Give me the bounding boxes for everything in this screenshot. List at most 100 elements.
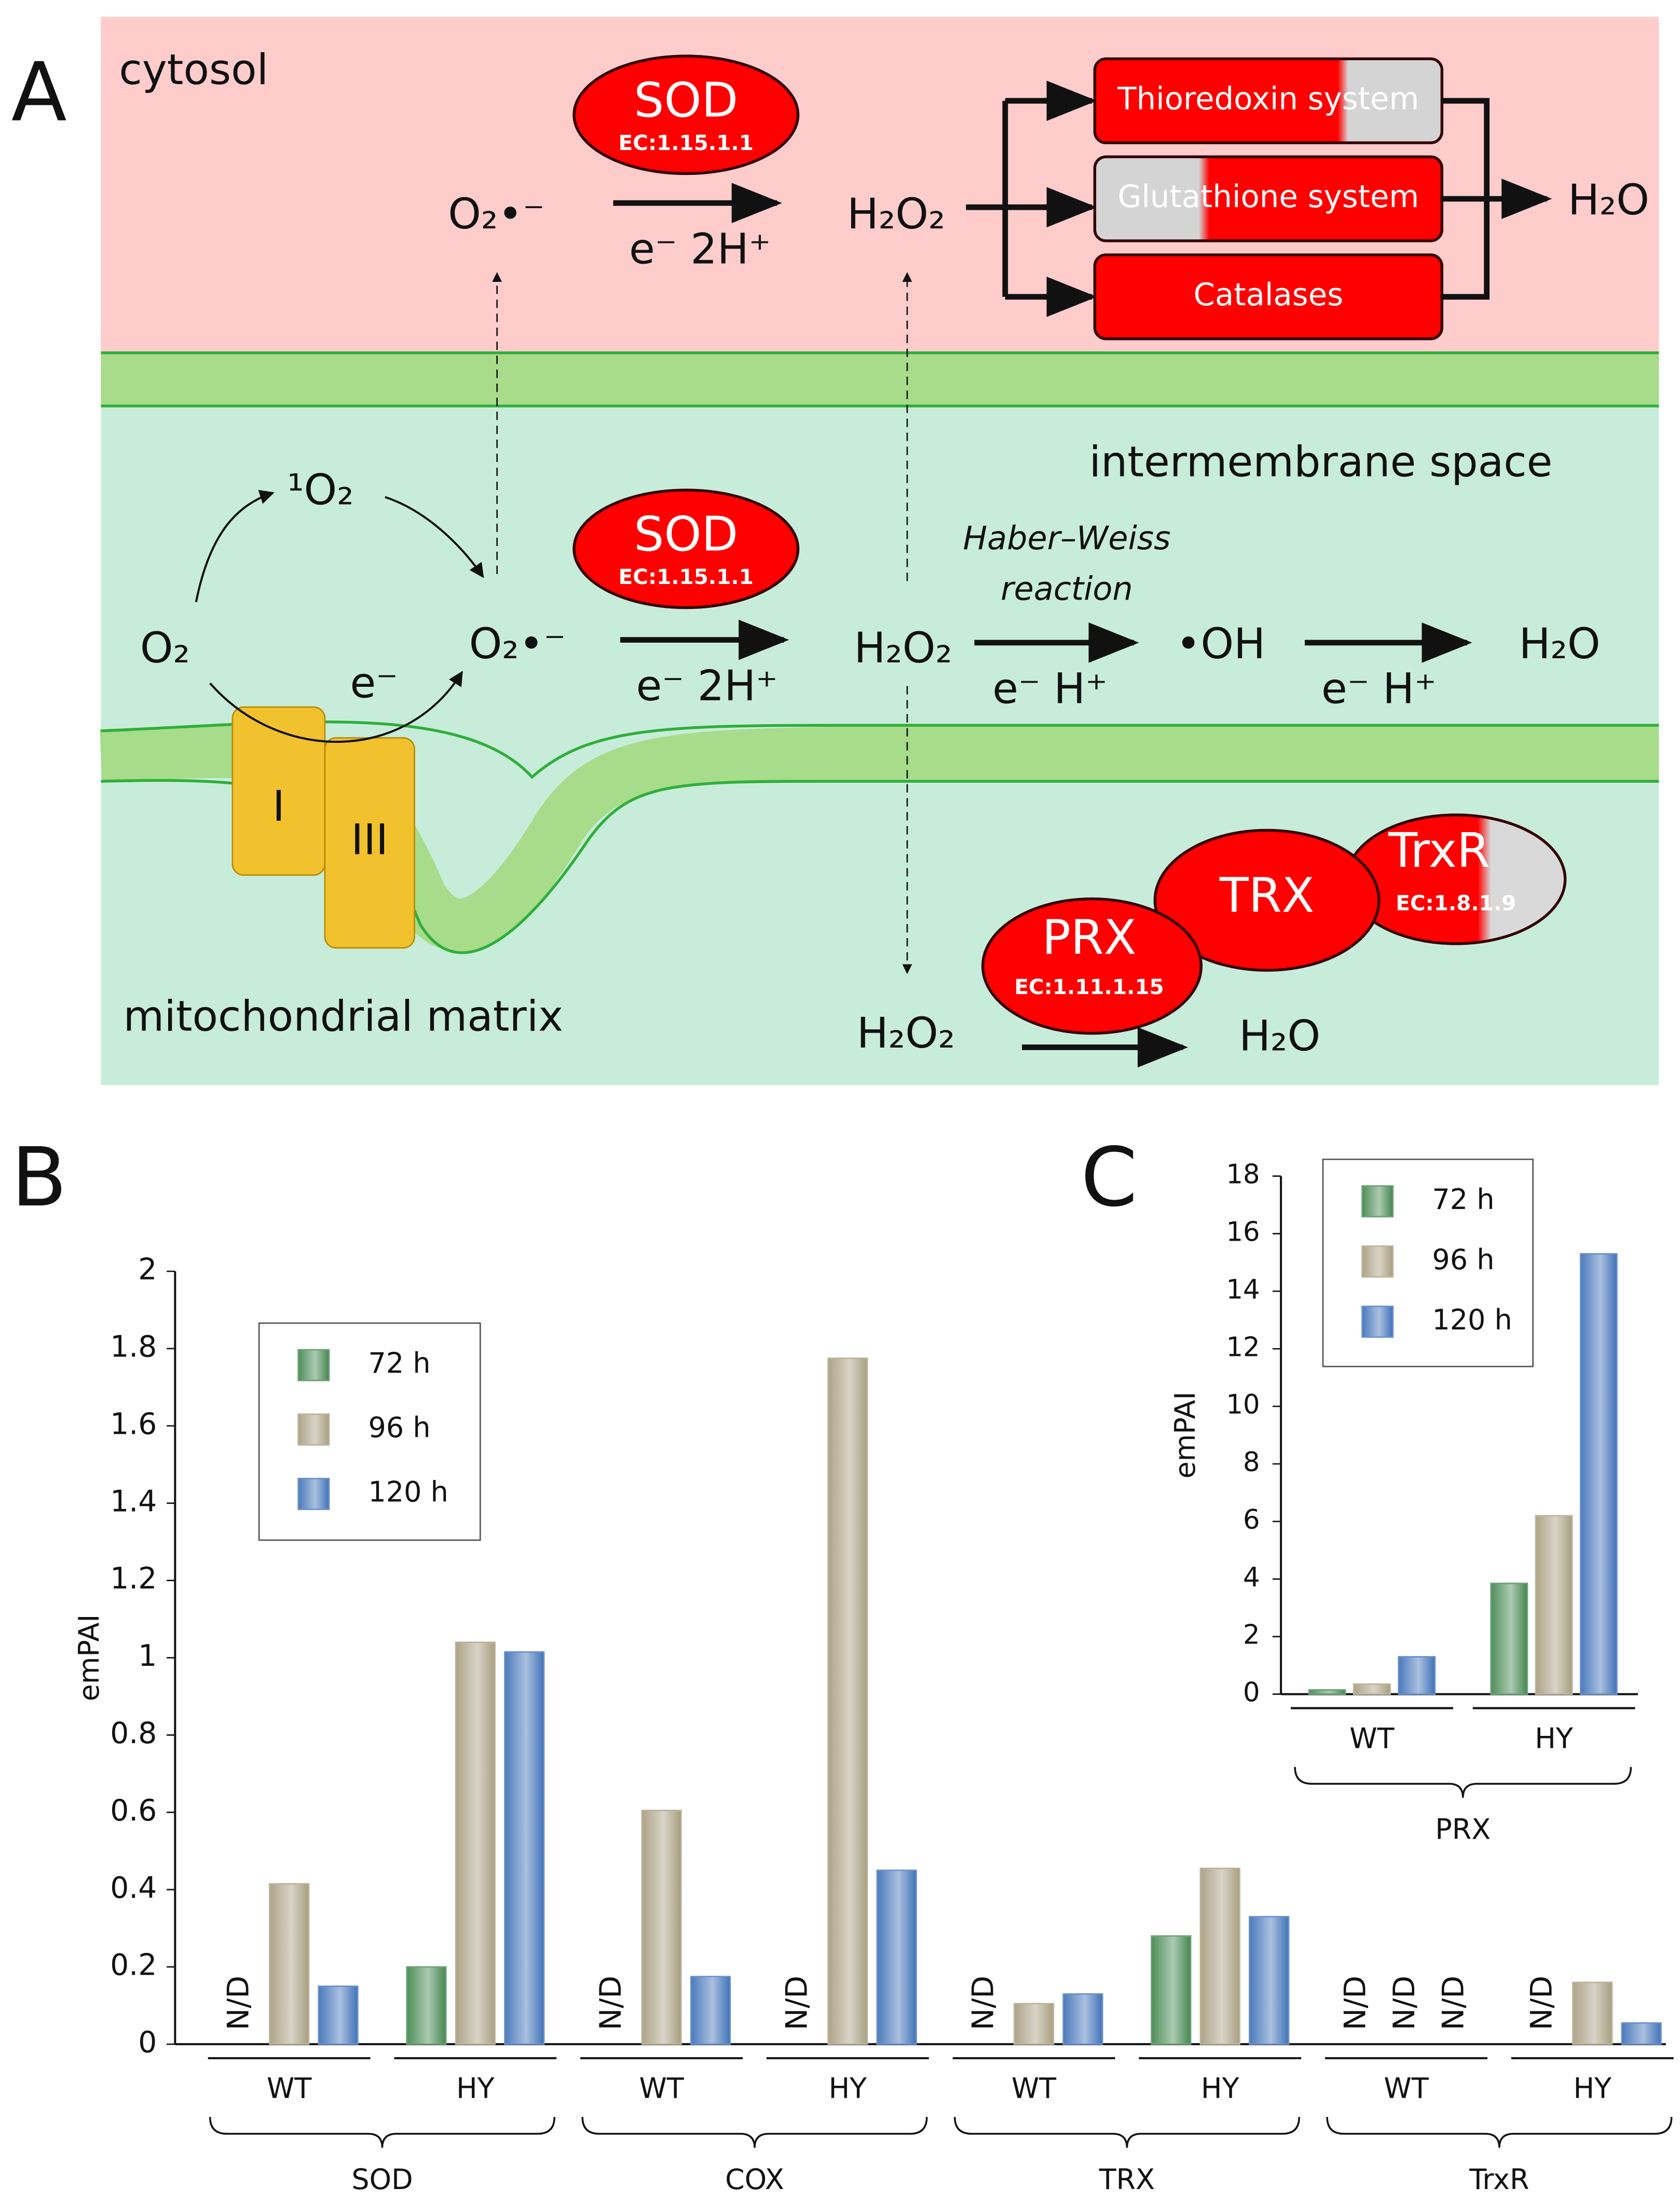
group-label: SOD — [351, 2163, 413, 2196]
legend-swatch — [1361, 1185, 1394, 1218]
enzyme-name: SOD — [634, 507, 738, 562]
x-tick-label: WT — [1384, 2072, 1429, 2105]
species: O₂ — [140, 624, 190, 673]
y-tick-label: 14 — [1226, 1274, 1260, 1305]
x-tick-label: HY — [1573, 2072, 1612, 2105]
bar — [1490, 1582, 1528, 1695]
outer-membrane — [101, 352, 1659, 406]
bar — [876, 1869, 917, 2045]
legend-swatch — [297, 1349, 330, 1381]
enzyme — [572, 55, 800, 175]
complex-label: I — [272, 782, 285, 831]
bar — [1535, 1515, 1573, 1695]
y-tick-label: 1.8 — [110, 1330, 157, 1364]
y-tick-label: 6 — [1243, 1504, 1260, 1536]
legend-label: 120 h — [1432, 1303, 1512, 1336]
x-tick-label: HY — [829, 2072, 868, 2105]
legend-swatch — [1361, 1245, 1394, 1278]
group-label: COX — [725, 2163, 784, 2196]
panel-label: C — [1081, 1130, 1137, 1225]
y-tick-label: 0.2 — [110, 1948, 157, 1982]
species: H₂O₂ — [847, 190, 945, 239]
species: O₂•⁻ — [469, 620, 566, 669]
y-tick-label: 0.6 — [110, 1794, 157, 1828]
panel-label: B — [11, 1130, 67, 1225]
legend-swatch — [297, 1413, 330, 1446]
value-label: N/D — [1387, 1976, 1422, 2030]
system-label: Catalases — [1194, 277, 1344, 313]
value-label: N/D — [1338, 1976, 1373, 2030]
bar — [1398, 1656, 1436, 1695]
system-label: Glutathione system — [1117, 179, 1419, 214]
species: •OH — [1176, 620, 1265, 669]
bar — [455, 1641, 496, 2045]
enzyme — [572, 488, 800, 609]
reaction-label: reaction — [1001, 569, 1133, 607]
enzyme-name: SOD — [634, 72, 738, 128]
enzyme-ec: EC:1.15.1.1 — [619, 564, 754, 589]
x-tick-label: HY — [456, 2072, 495, 2105]
x-tick-label: HY — [1535, 1722, 1574, 1755]
enzyme-ec: EC:1.15.1.1 — [619, 130, 754, 155]
system-label: Thioredoxin system — [1117, 80, 1419, 116]
species: H₂O₂ — [857, 1009, 955, 1058]
cofactors: e⁻ H⁺ — [992, 664, 1108, 713]
arrow — [385, 496, 484, 578]
electron: e⁻ — [350, 659, 398, 708]
y-tick-label: 18 — [1226, 1159, 1260, 1190]
y-axis-label: emPAI — [1169, 1392, 1201, 1479]
y-tick-label: 16 — [1226, 1217, 1260, 1248]
bar — [1572, 1981, 1613, 2045]
x-tick-label: WT — [267, 2072, 312, 2105]
group-label: PRX — [1435, 1813, 1491, 1846]
complex-label: III — [351, 816, 388, 865]
bar — [1249, 1915, 1290, 2045]
legend-label: 120 h — [368, 1476, 448, 1509]
group-brace — [209, 2117, 556, 2148]
species: H₂O — [1568, 176, 1649, 225]
species: O₂•⁻ — [448, 190, 545, 239]
bar — [1621, 2022, 1662, 2045]
value-label: N/D — [966, 1976, 1000, 2030]
group-brace — [581, 2117, 928, 2148]
legend-label: 96 h — [368, 1411, 431, 1444]
value-label: N/D — [221, 1976, 255, 2030]
bar — [641, 1810, 682, 2045]
y-tick-label: 2 — [138, 1253, 157, 1287]
group-label: TRX — [1099, 2163, 1155, 2196]
group-label: TrxR — [1469, 2163, 1529, 2196]
cofactors: e⁻ H⁺ — [1321, 664, 1437, 713]
y-tick-label: 10 — [1226, 1389, 1260, 1420]
enzyme-name: PRX — [1042, 909, 1137, 965]
legend-swatch — [1361, 1306, 1394, 1338]
enzyme-ec: EC:1.8.1.9 — [1396, 890, 1516, 915]
x-tick-label: HY — [1201, 2072, 1240, 2105]
y-tick-label: 0 — [138, 2026, 157, 2060]
bar — [504, 1651, 545, 2045]
bar — [406, 1966, 447, 2045]
legend-box — [1322, 1158, 1534, 1367]
y-axis-label: emPAI — [73, 1614, 105, 1702]
bar — [1062, 1993, 1103, 2045]
enzyme — [1153, 828, 1381, 972]
species: H₂O — [1239, 1012, 1320, 1061]
x-tick-label: WT — [639, 2072, 684, 2105]
bar — [318, 1985, 359, 2045]
x-tick-label: WT — [1349, 1722, 1395, 1755]
arrow — [195, 490, 275, 603]
y-tick-label: 0.4 — [110, 1871, 157, 1905]
reaction-label: Haber–Weiss — [963, 519, 1170, 557]
cofactors: e⁻ 2H⁺ — [636, 662, 778, 711]
legend-label: 72 h — [368, 1347, 431, 1379]
y-tick-label: 0.8 — [110, 1716, 157, 1750]
enzyme-name: TrxR — [1388, 823, 1490, 878]
enzyme-ec: EC:1.11.1.15 — [1014, 974, 1164, 999]
region-label: intermembrane space — [1089, 438, 1553, 486]
legend-swatch — [297, 1477, 330, 1510]
y-tick-label: 4 — [1243, 1562, 1260, 1593]
enzyme-name: TRX — [1219, 868, 1315, 923]
enzyme — [981, 897, 1203, 1035]
bar — [827, 1357, 868, 2045]
species: H₂O — [1519, 620, 1601, 669]
